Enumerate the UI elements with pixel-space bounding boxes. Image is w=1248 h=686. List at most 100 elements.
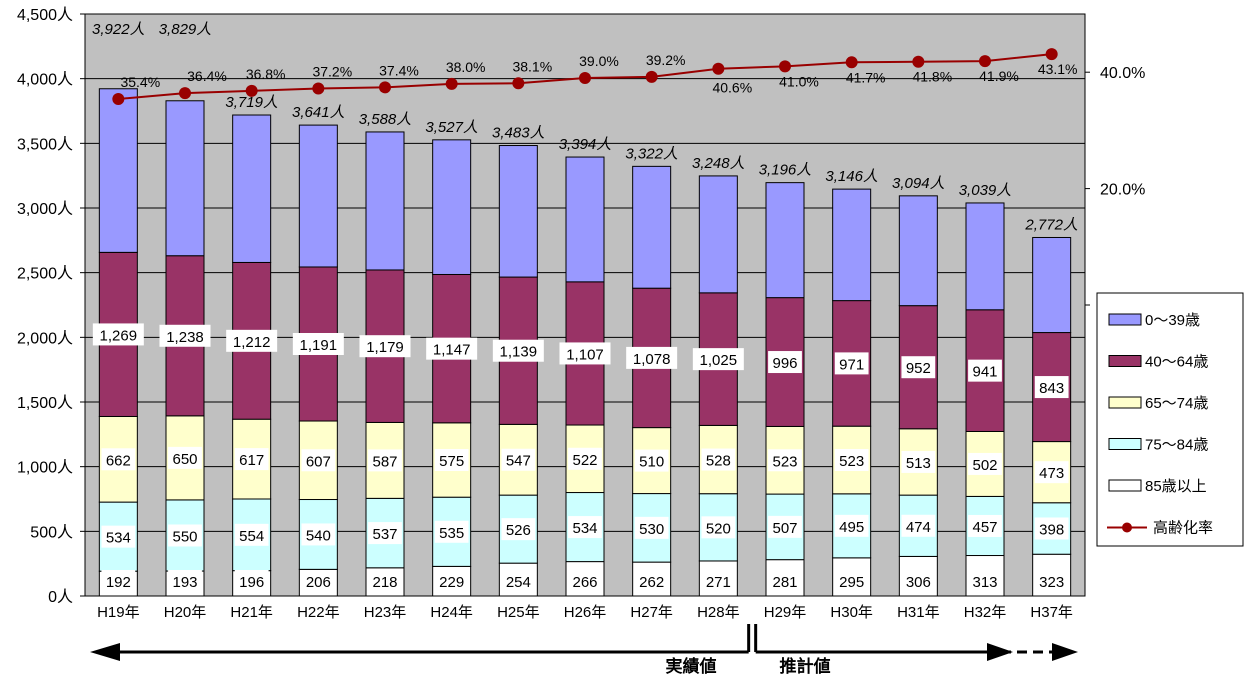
ratio-label: 36.8% xyxy=(246,66,286,82)
total-label: 3,829人 xyxy=(159,21,212,38)
bar-segment xyxy=(365,131,405,271)
total-label: 3,588人 xyxy=(359,111,412,128)
y2-tick-label: 20.0% xyxy=(1100,182,1145,199)
x-tick-label: H28年 xyxy=(697,604,740,621)
data-label: 547 xyxy=(506,453,531,470)
x-tick-label: H27年 xyxy=(630,604,673,621)
data-label-box xyxy=(368,449,402,472)
data-label: 502 xyxy=(972,457,997,474)
legend-swatch xyxy=(1108,438,1142,450)
total-label: 3,483人 xyxy=(492,125,545,142)
data-label: 295 xyxy=(839,574,864,591)
data-label-box xyxy=(359,335,411,358)
data-label-box xyxy=(568,447,602,470)
x-tick-label: H24年 xyxy=(430,604,473,621)
x-tick-label: H25年 xyxy=(497,604,540,621)
total-label: 3,146人 xyxy=(825,168,878,185)
data-label: 1,179 xyxy=(366,339,404,356)
total-label: 3,922人 xyxy=(92,21,145,38)
ratio-label: 43.1% xyxy=(1038,61,1078,77)
y-tick-label: 500人 xyxy=(30,523,73,541)
data-label: 281 xyxy=(772,574,797,591)
data-label-box xyxy=(226,329,278,352)
bar-segment xyxy=(898,195,938,307)
data-label-box xyxy=(101,570,136,592)
data-label-box xyxy=(968,452,1002,475)
x-tick-label: H26年 xyxy=(564,604,607,621)
data-label-box xyxy=(301,449,336,472)
data-label: 254 xyxy=(506,574,531,591)
data-label: 1,212 xyxy=(233,334,271,351)
ratio-label: 41.9% xyxy=(979,68,1019,84)
data-label: 617 xyxy=(239,452,264,469)
data-label: 523 xyxy=(772,453,797,470)
data-label: 495 xyxy=(839,519,864,536)
total-label: 3,394人 xyxy=(559,136,612,153)
ratio-point xyxy=(579,72,591,85)
total-label: 3,641人 xyxy=(292,104,345,121)
data-label: 457 xyxy=(972,519,997,536)
data-label: 843 xyxy=(1039,380,1064,397)
bar-segment xyxy=(832,188,872,302)
data-label: 534 xyxy=(572,520,597,537)
data-label-box xyxy=(901,450,936,473)
ratio-point xyxy=(245,84,258,97)
bar-segment xyxy=(298,124,338,268)
bar-segment xyxy=(1032,236,1072,334)
total-label: 3,527人 xyxy=(425,119,478,136)
ratio-point xyxy=(379,81,391,94)
data-label-box xyxy=(568,570,602,592)
total-label: 3,719人 xyxy=(225,94,278,111)
data-label: 587 xyxy=(372,453,397,470)
data-label-box xyxy=(234,570,269,592)
ratio-point xyxy=(645,70,658,83)
data-label: 507 xyxy=(772,520,797,537)
data-label: 1,147 xyxy=(433,342,471,359)
data-label-box xyxy=(292,332,344,355)
y-tick-label: 1,000人 xyxy=(17,459,73,477)
legend-label: 65～74歳 xyxy=(1145,395,1208,412)
data-label: 540 xyxy=(306,527,331,544)
data-label-box xyxy=(492,339,544,362)
period-annotations: 実績値 推計値 xyxy=(90,624,1078,676)
data-label-box xyxy=(159,324,211,347)
data-label-box xyxy=(1034,570,1069,592)
x-tick-label: H29年 xyxy=(764,604,807,621)
legend-label: 40～64歳 xyxy=(1145,354,1208,371)
data-label: 271 xyxy=(706,574,731,591)
data-label: 520 xyxy=(706,520,731,537)
data-label-box xyxy=(968,570,1002,592)
legend-swatch xyxy=(1108,313,1142,326)
data-label-box xyxy=(768,449,802,472)
data-label: 523 xyxy=(839,453,864,470)
data-label-box xyxy=(901,356,936,379)
bar-segment xyxy=(498,145,538,278)
data-label-box xyxy=(701,570,736,592)
data-label: 1,078 xyxy=(633,351,671,368)
data-label-box xyxy=(234,448,269,471)
data-label-box xyxy=(434,449,469,472)
data-label: 323 xyxy=(1039,574,1064,591)
data-label: 1,025 xyxy=(700,352,738,369)
data-label-box xyxy=(634,449,669,472)
total-label: 2,772人 xyxy=(1024,216,1078,233)
data-label: 196 xyxy=(239,574,264,591)
data-label-box xyxy=(368,570,402,592)
y-tick-label: 1,500人 xyxy=(17,394,73,412)
data-label: 510 xyxy=(639,454,664,471)
data-label-box xyxy=(434,520,469,543)
data-label: 206 xyxy=(306,574,331,591)
data-label-box xyxy=(834,514,869,537)
legend-label: 0～39歳 xyxy=(1145,312,1200,329)
data-label-box xyxy=(701,448,736,471)
ratio-label: 35.4% xyxy=(120,74,160,90)
data-label: 996 xyxy=(772,355,797,372)
data-label: 941 xyxy=(972,364,997,381)
data-label-box xyxy=(768,515,802,538)
data-label: 575 xyxy=(439,453,464,470)
ratio-label: 37.4% xyxy=(379,62,419,78)
data-label-box xyxy=(1034,517,1069,540)
y-tick-label: 3,500人 xyxy=(17,135,73,153)
